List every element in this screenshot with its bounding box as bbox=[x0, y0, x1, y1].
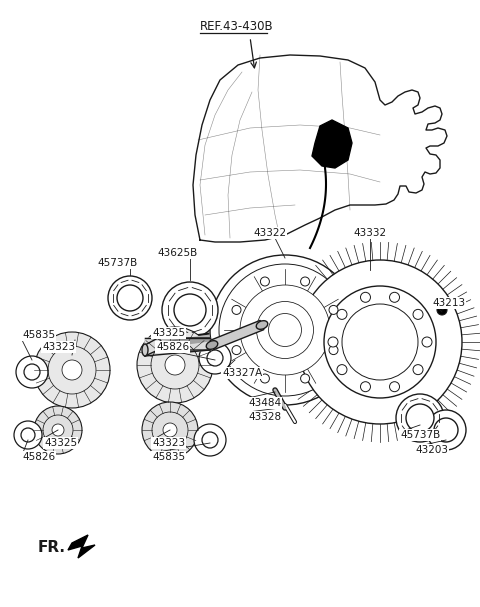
Circle shape bbox=[413, 310, 423, 319]
Ellipse shape bbox=[142, 344, 148, 356]
Circle shape bbox=[232, 305, 241, 314]
Circle shape bbox=[240, 285, 330, 375]
Circle shape bbox=[108, 276, 152, 320]
Circle shape bbox=[34, 406, 82, 454]
Circle shape bbox=[165, 355, 185, 375]
Circle shape bbox=[232, 345, 241, 354]
Circle shape bbox=[426, 410, 466, 450]
Text: 43325: 43325 bbox=[44, 438, 77, 448]
Circle shape bbox=[342, 304, 418, 380]
Circle shape bbox=[329, 305, 338, 314]
Text: REF.43-430B: REF.43-430B bbox=[200, 20, 274, 33]
Text: 43203: 43203 bbox=[415, 445, 448, 455]
Text: 43213: 43213 bbox=[432, 298, 465, 308]
Circle shape bbox=[434, 418, 458, 442]
Circle shape bbox=[298, 260, 462, 424]
Text: 43484: 43484 bbox=[248, 398, 281, 408]
Circle shape bbox=[137, 327, 213, 403]
Circle shape bbox=[268, 313, 301, 347]
Circle shape bbox=[329, 345, 338, 354]
Circle shape bbox=[261, 374, 269, 383]
Text: 45737B: 45737B bbox=[400, 430, 440, 440]
Text: 43323: 43323 bbox=[152, 438, 185, 448]
Text: 43327A: 43327A bbox=[222, 368, 262, 378]
Circle shape bbox=[16, 356, 48, 388]
Text: 45826: 45826 bbox=[22, 452, 55, 462]
Text: 43332: 43332 bbox=[353, 228, 386, 238]
Text: 43323: 43323 bbox=[42, 342, 75, 352]
Circle shape bbox=[390, 382, 399, 392]
Circle shape bbox=[202, 432, 218, 448]
Circle shape bbox=[406, 404, 434, 432]
Text: 45826: 45826 bbox=[156, 342, 189, 352]
Circle shape bbox=[210, 255, 360, 405]
Circle shape bbox=[163, 423, 177, 437]
Text: 45835: 45835 bbox=[22, 330, 55, 340]
Text: 45737B: 45737B bbox=[98, 258, 138, 268]
Circle shape bbox=[437, 305, 447, 315]
Polygon shape bbox=[145, 338, 210, 356]
Circle shape bbox=[174, 294, 206, 326]
Circle shape bbox=[194, 424, 226, 456]
Text: 43625B: 43625B bbox=[158, 248, 198, 258]
Polygon shape bbox=[193, 55, 447, 242]
Text: 43328: 43328 bbox=[248, 412, 281, 422]
Circle shape bbox=[207, 350, 223, 366]
Circle shape bbox=[14, 421, 42, 449]
Circle shape bbox=[413, 365, 423, 375]
Polygon shape bbox=[210, 320, 264, 350]
Ellipse shape bbox=[256, 320, 268, 330]
Text: 45835: 45835 bbox=[152, 452, 185, 462]
Circle shape bbox=[360, 293, 371, 302]
Circle shape bbox=[261, 277, 269, 286]
Circle shape bbox=[24, 364, 40, 380]
Circle shape bbox=[142, 402, 198, 458]
Polygon shape bbox=[312, 120, 352, 168]
Circle shape bbox=[328, 337, 338, 347]
Circle shape bbox=[162, 282, 218, 338]
Circle shape bbox=[219, 264, 351, 396]
Ellipse shape bbox=[206, 341, 218, 350]
Circle shape bbox=[337, 310, 347, 319]
Circle shape bbox=[300, 277, 310, 286]
Circle shape bbox=[337, 365, 347, 375]
Circle shape bbox=[256, 302, 313, 359]
Circle shape bbox=[34, 332, 110, 408]
Circle shape bbox=[300, 374, 310, 383]
Circle shape bbox=[52, 424, 64, 436]
Circle shape bbox=[396, 394, 444, 442]
Circle shape bbox=[199, 342, 231, 374]
Circle shape bbox=[360, 382, 371, 392]
Text: 43325: 43325 bbox=[152, 328, 185, 338]
Circle shape bbox=[324, 286, 436, 398]
Circle shape bbox=[21, 428, 35, 442]
Circle shape bbox=[390, 293, 399, 302]
Text: 43322: 43322 bbox=[253, 228, 287, 238]
Circle shape bbox=[422, 337, 432, 347]
Circle shape bbox=[117, 285, 143, 311]
Circle shape bbox=[62, 360, 82, 380]
Polygon shape bbox=[68, 535, 95, 558]
Text: FR.: FR. bbox=[38, 540, 66, 555]
